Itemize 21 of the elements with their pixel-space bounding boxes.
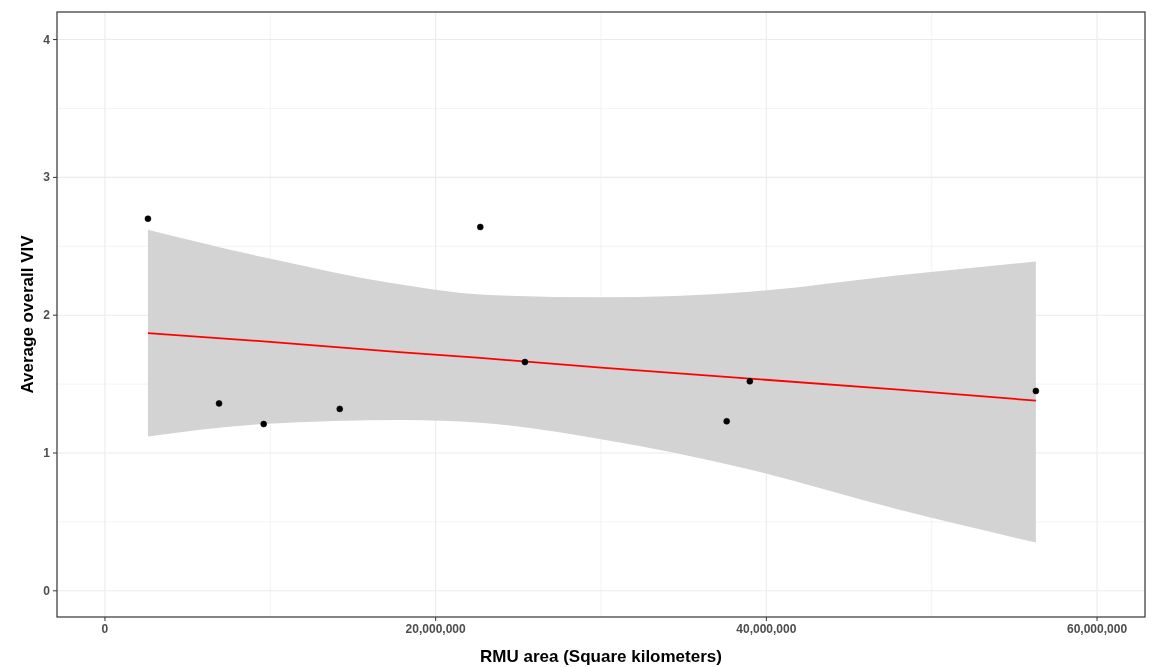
y-axis-title: Average overall VIV [18, 234, 37, 394]
point [723, 418, 730, 425]
point [336, 405, 343, 413]
point [144, 215, 152, 222]
x-tick-label: 20,000,000 [405, 622, 466, 636]
point [477, 223, 484, 231]
point [1032, 387, 1040, 395]
point [260, 420, 267, 428]
x-axis-title: RMU area (Square kilometers) [480, 647, 722, 666]
y-tick-label: 3 [43, 170, 51, 185]
point [521, 358, 529, 366]
y-tick-label: 1 [43, 446, 51, 460]
x-tick-label: 0 [101, 622, 109, 636]
y-tick-label: 4 [43, 32, 51, 47]
y-tick-label: 0 [43, 583, 51, 598]
x-tick-label: 40,000,000 [736, 622, 797, 636]
x-tick-label: 60,000,000 [1067, 622, 1128, 636]
y-tick-label: 2 [43, 308, 51, 323]
point [215, 400, 223, 407]
line-series [147, 332, 1037, 402]
point [746, 378, 754, 385]
